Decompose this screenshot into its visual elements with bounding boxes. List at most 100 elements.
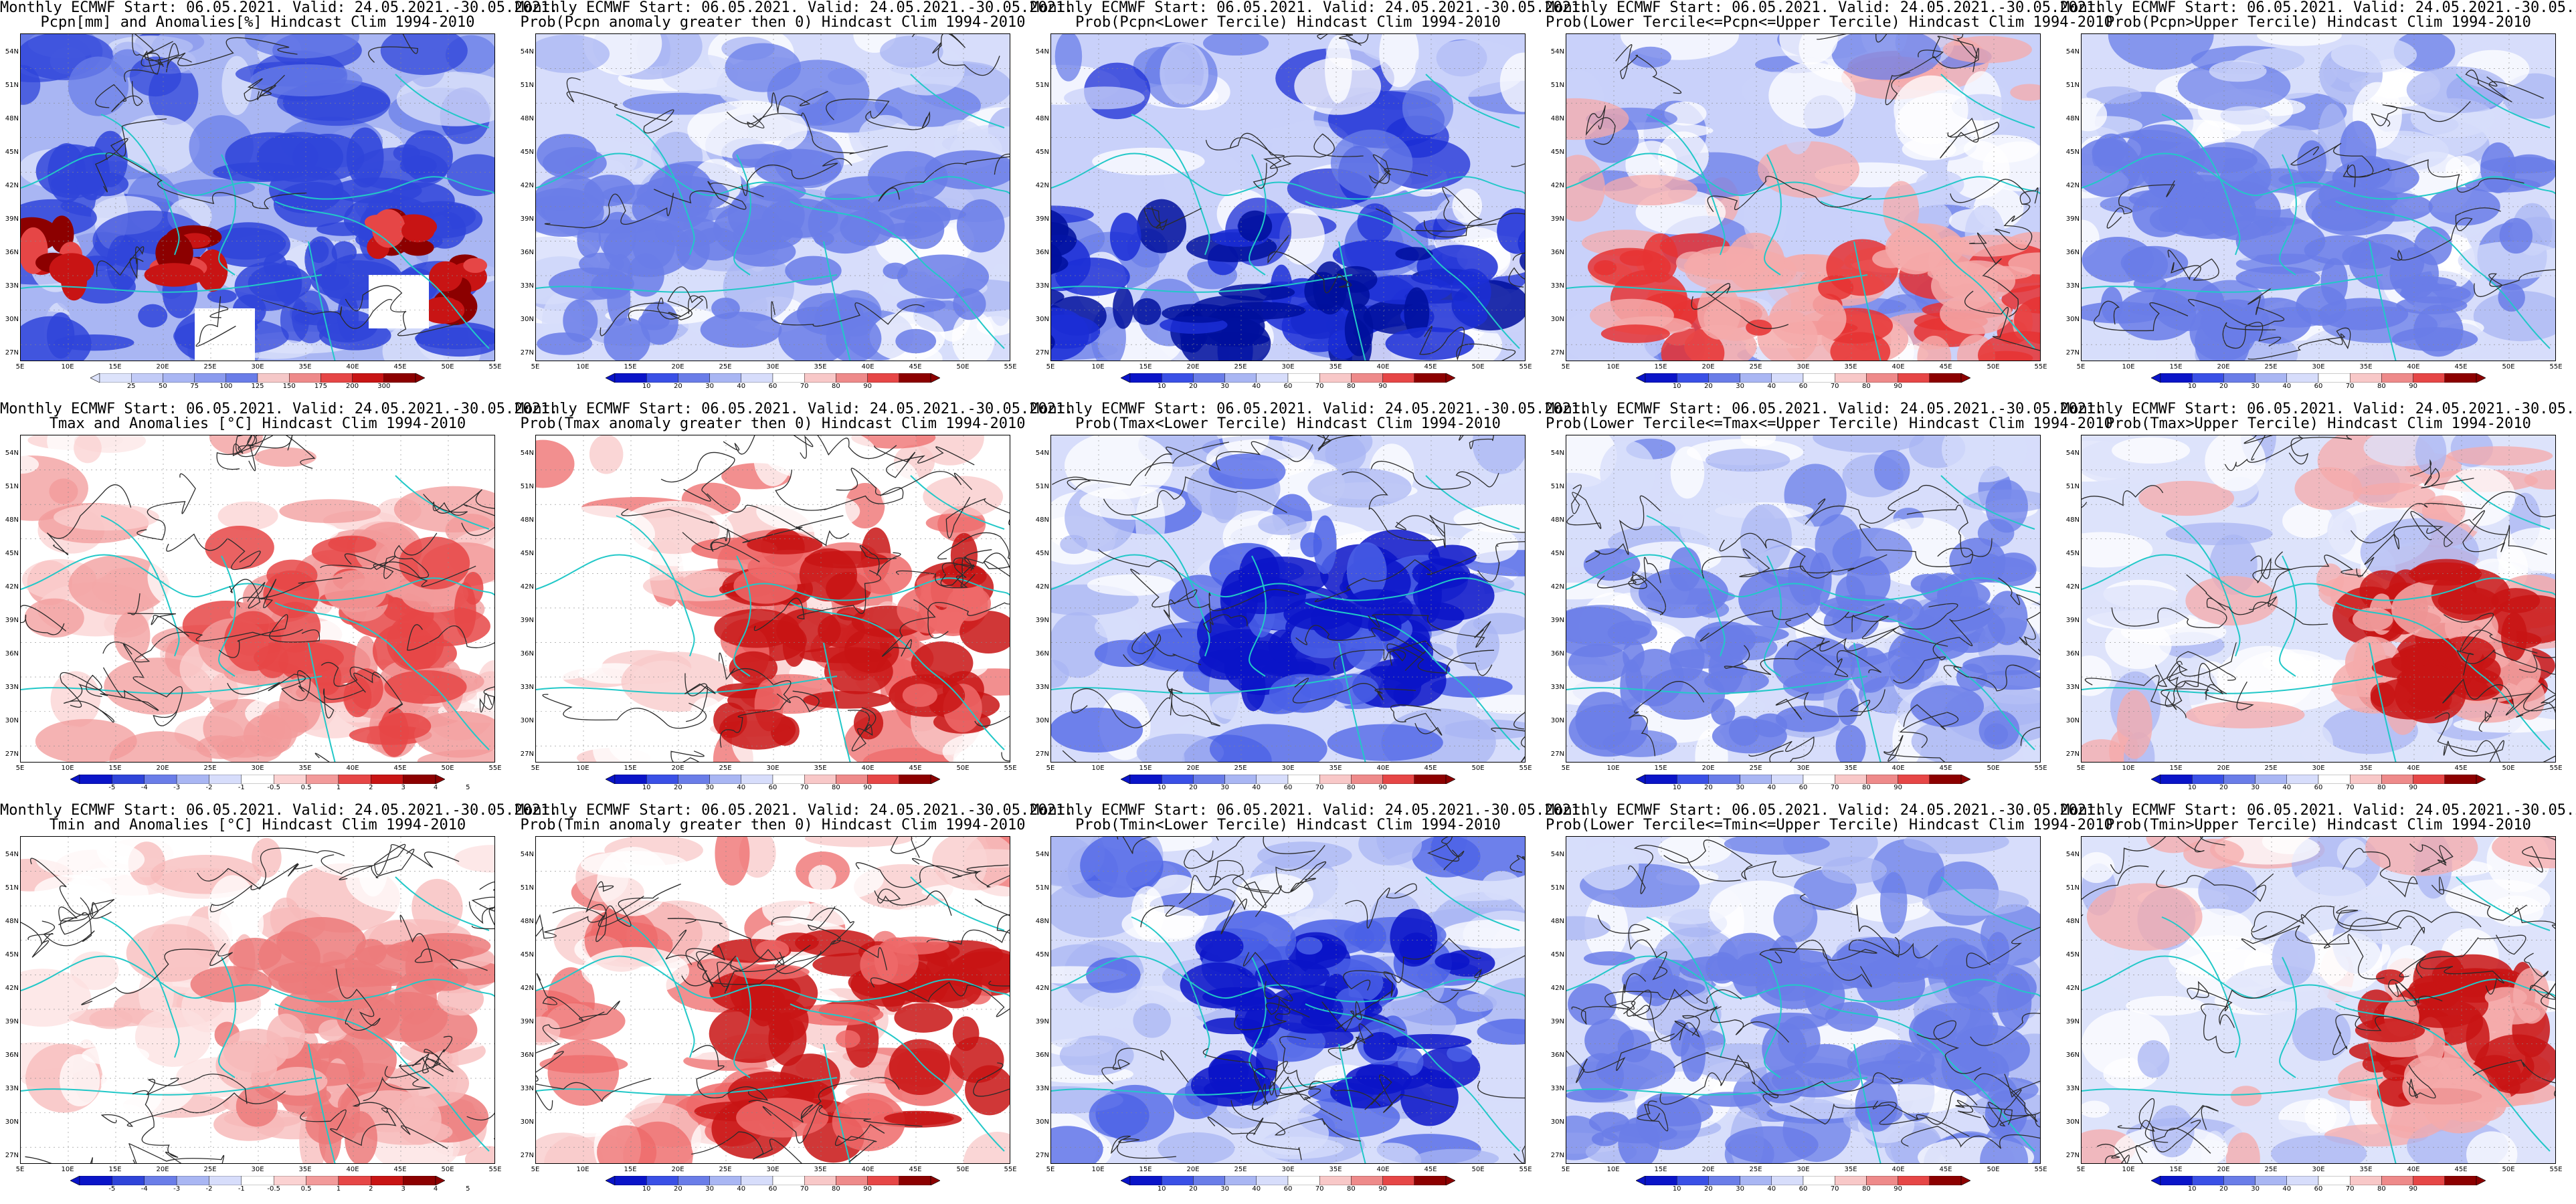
colorbar-tick-label: 20	[2219, 383, 2228, 390]
forecast-panel: Monthly ECMWF Start: 06.05.2021. Valid: …	[0, 803, 558, 1204]
colorbar-tick-label: 1	[336, 784, 341, 791]
longitude-label: 40E	[1892, 1166, 1905, 1173]
forecast-panel: Monthly ECMWF Start: 06.05.2021. Valid: …	[515, 0, 1073, 401]
longitude-label: 30E	[251, 363, 264, 371]
longitude-label: 10E	[576, 363, 589, 371]
colorbar-tick-label: 80	[1347, 383, 1356, 390]
latitude-label: 39N	[5, 1018, 19, 1025]
colorbar-tick-label: 30	[1736, 784, 1744, 791]
colorbar-tick-label: 60	[768, 1185, 777, 1193]
colorbar-tick-label: 70	[1315, 784, 1324, 791]
colorbar-tick-label: 30	[2251, 1185, 2260, 1193]
latitude-label: 42N	[5, 985, 19, 992]
longitude-label: 35E	[2359, 765, 2373, 772]
latitude-label: 33N	[2065, 684, 2080, 691]
panel-title: Pcpn[mm] and Anomalies[%] Hindcast Clim …	[40, 14, 475, 31]
colorbar	[1636, 775, 1970, 784]
colorbar-tick-label: 90	[1894, 383, 1902, 390]
panel-header: Monthly ECMWF Start: 06.05.2021. Valid: …	[2061, 0, 2576, 16]
longitude-label: 5E	[1561, 363, 1570, 371]
longitude-label: 55E	[2549, 1166, 2563, 1173]
latitude-label: 36N	[2065, 249, 2080, 256]
latitude-label: 51N	[520, 82, 534, 89]
longitude-label: 45E	[393, 765, 407, 772]
colorbar-tick-label: 70	[1830, 1185, 1839, 1193]
longitude-label: 5E	[531, 363, 540, 371]
latitude-label: 30N	[5, 1118, 19, 1126]
colorbar-tick-label: 40	[2282, 1185, 2292, 1193]
colorbar-tick-label: 70	[800, 784, 809, 791]
longitude-label: 10E	[576, 765, 589, 772]
colorbar-tick-label: 40	[1252, 1185, 1261, 1193]
panel-title: Prob(Pcpn>Upper Tercile) Hindcast Clim 1…	[2106, 14, 2531, 31]
latitude-label: 48N	[5, 516, 19, 524]
longitude-label: 25E	[203, 765, 217, 772]
latitude-label: 27N	[520, 349, 534, 357]
longitude-label: 35E	[1329, 363, 1342, 371]
longitude-label: 25E	[1234, 765, 1247, 772]
latitude-label: 36N	[5, 650, 19, 658]
colorbar-tick-label: 10	[1157, 784, 1166, 791]
longitude-label: 30E	[251, 1166, 264, 1173]
longitude-label: 40E	[346, 363, 359, 371]
colorbar-tick-label: 20	[674, 383, 682, 390]
longitude-label: 20E	[2217, 1166, 2230, 1173]
latitude-label: 39N	[1035, 215, 1049, 223]
latitude-label: 30N	[1550, 717, 1564, 724]
latitude-label: 27N	[1035, 750, 1049, 758]
colorbar-tick-label: 10	[1672, 1185, 1681, 1193]
colorbar-tick-label: 20	[1704, 784, 1713, 791]
longitude-label: 5E	[531, 765, 540, 772]
colorbar-tick-label: 80	[2377, 1185, 2386, 1193]
colorbar-tick-label: 150	[282, 383, 296, 390]
longitude-label: 30E	[766, 1166, 779, 1173]
longitude-label: 5E	[1046, 765, 1055, 772]
longitude-label: 35E	[814, 363, 827, 371]
colorbar-tick-label: 10	[642, 1185, 651, 1193]
latitude-label: 54N	[520, 851, 534, 858]
colorbar-tick-label: 80	[1347, 784, 1356, 791]
latitude-label: 45N	[2065, 148, 2080, 156]
colorbar-tick-label: 30	[2251, 784, 2260, 791]
panel-title: Prob(Pcpn<Lower Tercile) Hindcast Clim 1…	[1075, 14, 1501, 31]
latitude-label: 39N	[520, 215, 534, 223]
map-area	[1050, 33, 1526, 361]
latitude-label: 45N	[1550, 148, 1564, 156]
longitude-label: 25E	[203, 1166, 217, 1173]
forecast-panel: Monthly ECMWF Start: 06.05.2021. Valid: …	[1546, 0, 2113, 401]
longitude-label: 5E	[1046, 363, 1055, 371]
latitude-label: 39N	[1035, 617, 1049, 624]
longitude-label: 5E	[15, 765, 25, 772]
longitude-label: 45E	[1424, 1166, 1437, 1173]
colorbar-tick-label: -1	[238, 1185, 245, 1193]
longitude-label: 25E	[2264, 765, 2278, 772]
colorbar-tick-label: 90	[1378, 383, 1387, 390]
colorbar-tick-label: -5	[108, 1185, 116, 1193]
longitude-label: 55E	[1519, 363, 1532, 371]
longitude-label: 30E	[1797, 765, 1810, 772]
colorbar	[90, 373, 425, 383]
colorbar	[1636, 373, 1970, 383]
map-field	[2082, 34, 2555, 361]
map-field	[1051, 435, 1525, 762]
colorbar-tick-label: 40	[2282, 383, 2292, 390]
map-field	[1566, 837, 2040, 1163]
colorbar-tick-label: 30	[1736, 1185, 1744, 1193]
longitude-label: 25E	[2264, 363, 2278, 371]
longitude-label: 30E	[1281, 765, 1295, 772]
longitude-label: 20E	[2217, 765, 2230, 772]
longitude-label: 40E	[1376, 765, 1390, 772]
latitude-label: 30N	[2065, 316, 2080, 323]
longitude-label: 20E	[1186, 363, 1200, 371]
longitude-label: 55E	[2034, 1166, 2047, 1173]
longitude-label: 55E	[2549, 765, 2563, 772]
longitude-label: 45E	[2454, 1166, 2468, 1173]
colorbar-tick-label: 4	[433, 1185, 438, 1193]
longitude-label: 10E	[61, 1166, 74, 1173]
colorbar-tick-label: 3	[401, 784, 405, 791]
latitude-label: 42N	[1035, 182, 1049, 189]
longitude-label: 35E	[1844, 1166, 1857, 1173]
latitude-label: 33N	[1550, 684, 1564, 691]
longitude-label: 55E	[488, 363, 502, 371]
